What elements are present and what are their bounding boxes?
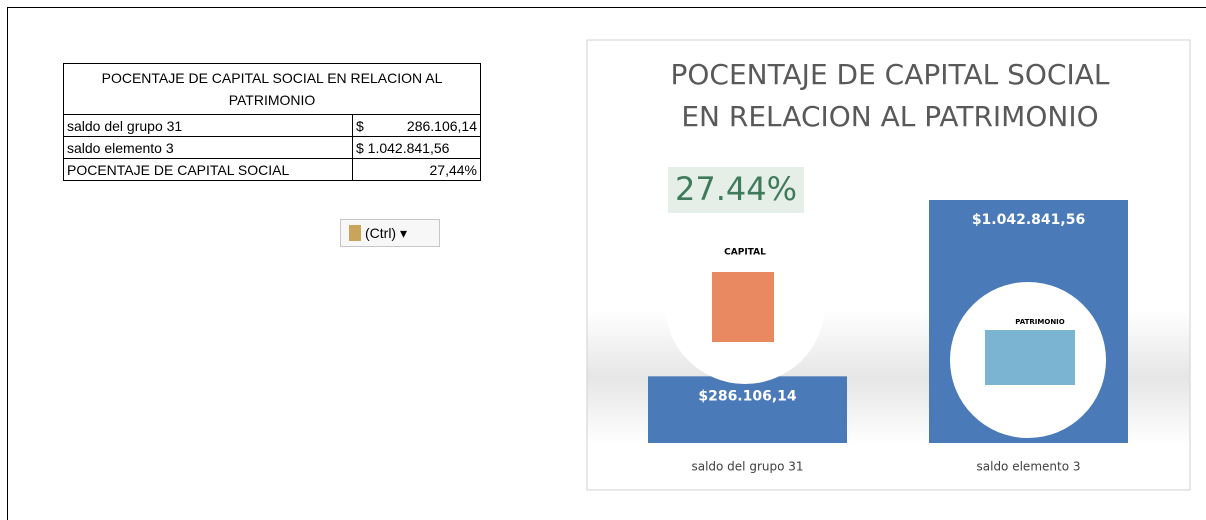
- value-label: $286.106,14: [698, 388, 797, 404]
- x-tick-label: saldo del grupo 31: [691, 460, 803, 474]
- icon: [712, 272, 774, 342]
- value-label: $1.042.841,56: [972, 212, 1085, 228]
- body: POCENTAJE DE CAPITAL SOCIAL EN RELACION …: [0, 0, 1206, 519]
- chart: POCENTAJE DE CAPITAL SOCIALEN RELACION A…: [0, 0, 1206, 519]
- page: {"table": {"title": "POCENTAJE DE CAPITA…: [0, 0, 1206, 519]
- image-label: PATRIMONIO: [1015, 318, 1065, 326]
- bar: [648, 376, 847, 443]
- annotation: 27.44%: [675, 170, 797, 208]
- x-tick-label: saldo elemento 3: [977, 460, 1081, 474]
- icon: [985, 330, 1075, 385]
- image-label: CAPITAL: [724, 248, 766, 258]
